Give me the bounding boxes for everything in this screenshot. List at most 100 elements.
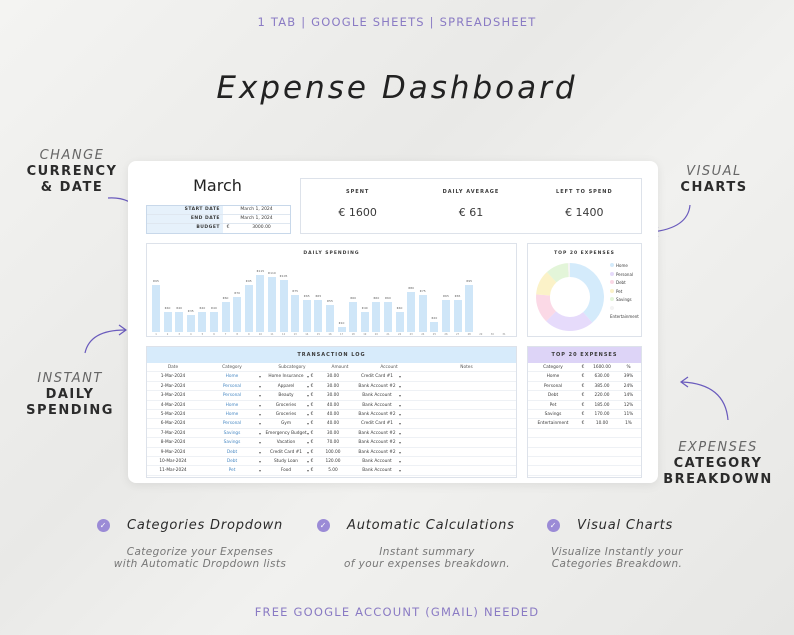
x-tick-label: 31 (502, 332, 506, 336)
subcategory-select[interactable]: Apparel (277, 383, 295, 389)
check-icon: ✓ (317, 519, 330, 532)
budget-input[interactable]: 3000.00 (252, 225, 271, 230)
data-label: €40 (164, 306, 171, 311)
table-row: Home €630.00 39% (528, 372, 641, 382)
kpi-left-to-spend: LEFT TO SPEND € 1400 (556, 189, 613, 219)
legend-swatch (610, 305, 614, 310)
table-row (528, 438, 641, 448)
category-select[interactable]: Home (225, 374, 239, 380)
notes-cell[interactable] (399, 448, 516, 456)
notes-cell[interactable] (399, 429, 516, 437)
account-select[interactable]: Bank Account #2 (358, 430, 396, 436)
x-tick-label: 19 (363, 332, 367, 336)
start-date-row: START DATE March 1, 2024 (147, 206, 290, 215)
currency-select[interactable]: € (226, 225, 230, 230)
category-select[interactable]: Personal (222, 383, 242, 389)
category-select[interactable]: Savings (223, 430, 241, 436)
table-row: 6-Mar-2024 Personal ▾ Gym ▾ €40.00 Credit Card… (147, 419, 516, 429)
subcategory-select[interactable]: Food (280, 468, 292, 474)
subcategory-select[interactable]: Gym (280, 421, 292, 427)
account-select[interactable]: Bank Account #2 (358, 383, 396, 389)
account-select[interactable]: Bank Account (362, 468, 392, 474)
subcategory-select[interactable]: Study Loan (273, 458, 299, 464)
cat-cell: Entertainment (537, 421, 569, 427)
account-select[interactable]: Bank Account #2 (358, 449, 396, 455)
data-label: €95 (245, 278, 252, 283)
bar (430, 322, 439, 332)
x-tick-label: 1 (155, 332, 157, 336)
notes-cell[interactable] (399, 372, 516, 380)
notes-cell[interactable] (399, 466, 516, 474)
x-tick-label: 26 (444, 332, 448, 336)
category-select[interactable]: Debt (226, 458, 238, 464)
x-tick-label: 12 (282, 332, 286, 336)
x-tick-label: 17 (340, 332, 344, 336)
account-select[interactable]: Credit Card #1 (360, 374, 394, 380)
table-row (528, 457, 641, 467)
category-select[interactable]: Debt (226, 449, 238, 455)
subcategory-select[interactable]: Vacation (276, 440, 296, 446)
start-date-input[interactable]: March 1, 2024 (240, 207, 273, 212)
subcategory-select[interactable]: Emergency Budget (265, 430, 307, 436)
account-select[interactable]: Bank Account (362, 393, 392, 399)
check-icon: ✓ (547, 519, 560, 532)
currency-cell: € (310, 374, 314, 380)
currency-cell: € (310, 411, 314, 417)
cur-cell: € (581, 374, 585, 380)
legend-item: Pet (610, 288, 642, 297)
notes-cell[interactable] (399, 391, 516, 399)
amt-cell: 630.00 (594, 374, 610, 380)
account-select[interactable]: Credit Card #1 (360, 421, 394, 427)
subcategory-select[interactable]: Groceries (275, 411, 297, 417)
notes-cell[interactable] (399, 410, 516, 418)
category-select[interactable]: Savings (223, 440, 241, 446)
notes-cell[interactable] (399, 419, 516, 427)
category-select[interactable]: Personal (222, 421, 242, 427)
legend-item: Savings (610, 296, 642, 305)
account-select[interactable]: Bank Account (362, 458, 392, 464)
account-select[interactable]: Bank Account #2 (358, 411, 396, 417)
x-tick-label: 9 (248, 332, 250, 336)
table-row (528, 448, 641, 457)
notes-cell[interactable] (399, 438, 516, 446)
category-select[interactable]: Personal (222, 393, 242, 399)
amount-cell: 40.00 (326, 421, 340, 427)
end-date-input[interactable]: March 1, 2024 (240, 216, 273, 221)
account-select[interactable]: Bank Account (362, 402, 392, 408)
footer-note: FREE GOOGLE ACCOUNT (GMAIL) NEEDED (254, 605, 540, 619)
amt-cell: 170.00 (594, 411, 610, 417)
transaction-log-title: TRANSACTION LOG (147, 347, 516, 363)
subcategory-select[interactable]: Credit Card #1 (269, 449, 303, 455)
data-label: €75 (292, 288, 299, 293)
data-label: €55 (327, 298, 333, 303)
cur-cell: € (581, 383, 585, 389)
table-header: Category € 1600.00 % (528, 363, 641, 373)
cur-cell: € (581, 421, 585, 427)
data-label: €95 (466, 278, 473, 283)
bar (372, 302, 381, 332)
bar (175, 312, 184, 332)
subcategory-select[interactable]: Home Insurance (268, 374, 304, 380)
category-select[interactable]: Pet (228, 468, 236, 474)
bar (360, 312, 369, 332)
currency-cell: € (310, 449, 314, 455)
account-select[interactable]: Bank Account #2 (358, 440, 396, 446)
end-date-row: END DATE March 1, 2024 (147, 215, 290, 224)
bar-area: €95 1 €40 2 €40 3 €35 4 €40 5 €40 6 €60 7 €70 8 €95 9 €115… (152, 258, 512, 336)
table-header: Date Category Subcategory Amount Account… (147, 363, 516, 373)
feature-description: Instant summary of your expenses breakdo… (343, 546, 511, 570)
subcategory-select[interactable]: Groceries (275, 402, 297, 408)
data-label: €110 (268, 271, 276, 276)
legend-label: Personal (616, 271, 634, 277)
date-cell: 9-Mar-2024 (160, 449, 186, 455)
x-tick-label: 16 (328, 332, 332, 336)
category-select[interactable]: Home (225, 402, 239, 408)
notes-cell[interactable] (399, 457, 516, 465)
notes-cell[interactable] (399, 382, 516, 390)
subcategory-select[interactable]: Beauty (278, 393, 294, 399)
side-label-change-currency: CHANGE CURRENCY & DATE (26, 148, 118, 195)
notes-cell[interactable] (399, 401, 516, 409)
category-select[interactable]: Home (225, 411, 239, 417)
cur-cell: € (581, 393, 585, 399)
bar (326, 304, 334, 332)
